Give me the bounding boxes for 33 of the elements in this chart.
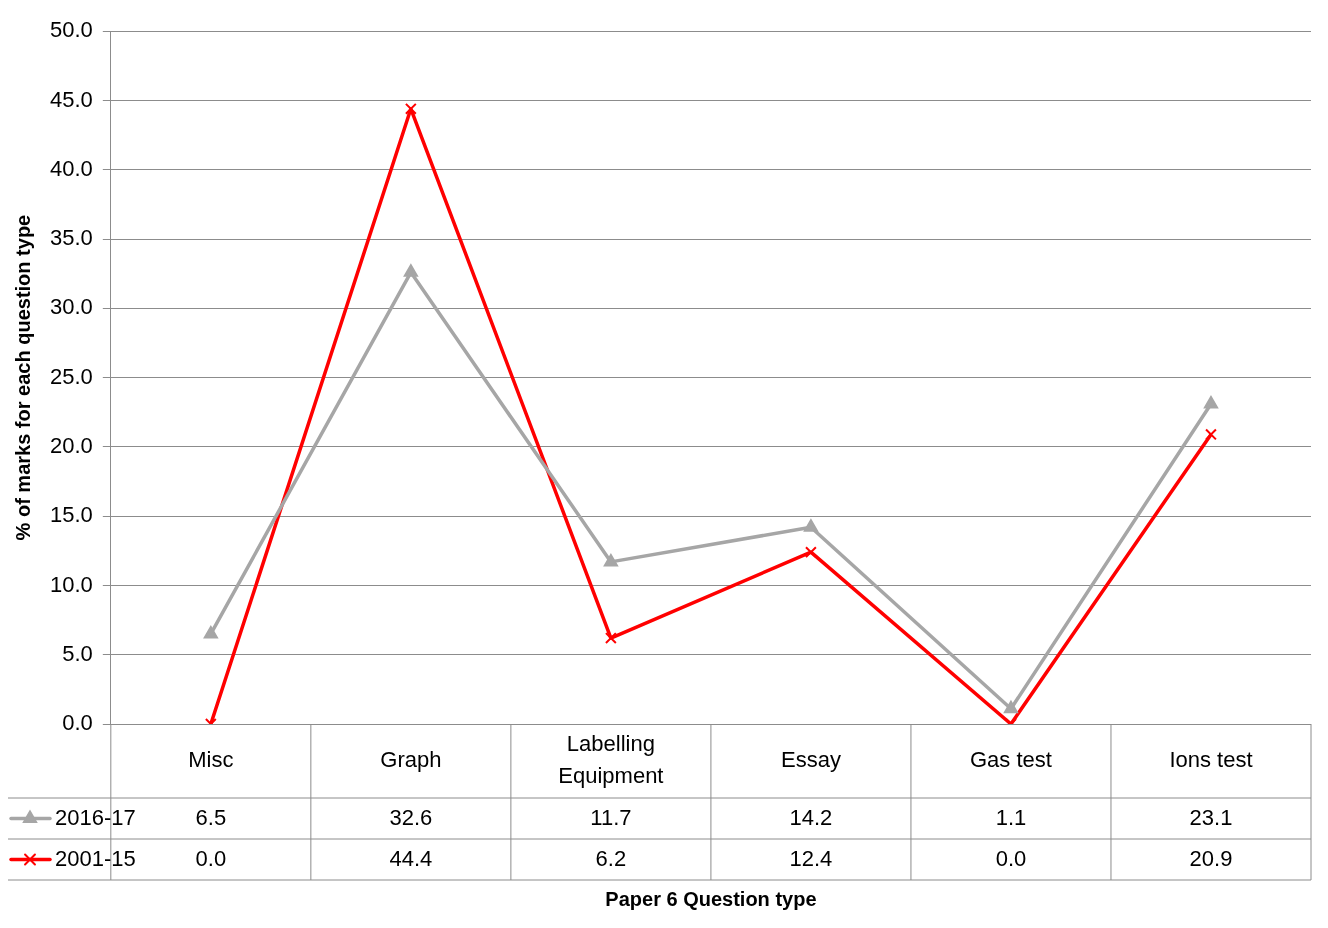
- y-tick-label: 10.0: [49, 571, 93, 597]
- data-label: 32.6: [389, 804, 433, 830]
- data-label: 12.4: [789, 845, 833, 871]
- x-tick-label: Misc: [188, 747, 234, 773]
- data-label: 20.9: [1189, 845, 1233, 871]
- y-tick-label: 0.0: [62, 710, 93, 736]
- x-tick-label: Labelling Equipment: [558, 731, 664, 789]
- y-tick-label: 40.0: [49, 155, 93, 181]
- data-label: 14.2: [789, 804, 833, 830]
- y-tick-label: 30.0: [49, 294, 93, 320]
- data-label: 0.0: [195, 845, 227, 871]
- y-tick-label: 5.0: [62, 640, 93, 666]
- y-tick-label: 50.0: [49, 17, 93, 43]
- y-tick-label: 25.0: [49, 363, 93, 389]
- x-tick-label: Ions test: [1169, 747, 1253, 773]
- data-label: 23.1: [1189, 804, 1233, 830]
- legend-label: 2001-15: [55, 845, 136, 871]
- data-label: 44.4: [389, 845, 433, 871]
- y-axis-title: % of marks for each question type: [11, 214, 34, 541]
- x-tick-label: Gas test: [969, 747, 1052, 773]
- x-axis-title: Paper 6 Question type: [605, 887, 817, 910]
- data-label: 6.5: [195, 804, 227, 830]
- data-label: 11.7: [590, 804, 632, 830]
- x-tick-label: Graph: [380, 747, 442, 773]
- y-tick-label: 35.0: [49, 225, 93, 251]
- data-label: 0.0: [995, 845, 1027, 871]
- data-label: 1.1: [995, 804, 1027, 830]
- y-tick-label: 45.0: [49, 86, 93, 112]
- x-tick-label: Essay: [780, 747, 841, 773]
- y-tick-label: 15.0: [49, 502, 93, 528]
- legend-label: 2016-17: [55, 804, 136, 830]
- y-tick-label: 20.0: [49, 432, 93, 458]
- data-label: 6.2: [595, 845, 627, 871]
